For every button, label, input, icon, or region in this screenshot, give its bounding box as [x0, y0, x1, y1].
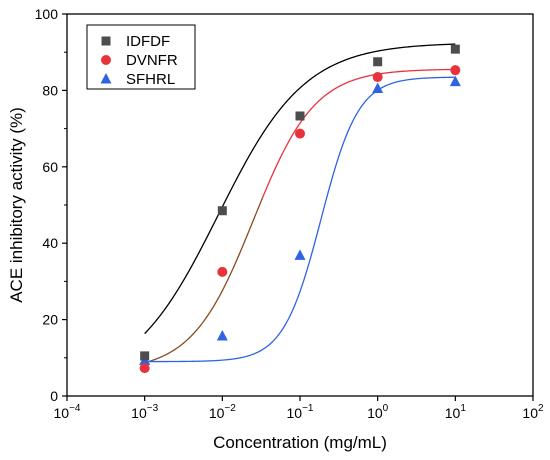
x-tick-label-exponent: −3 [147, 403, 159, 414]
data-point-dvnfr [217, 266, 228, 277]
x-tick-label-exponent: 2 [538, 403, 544, 414]
x-tick-label: 10−1 [287, 403, 314, 421]
fit-curve-dvnfr [262, 68, 456, 198]
x-tick-label-exponent: −4 [69, 403, 81, 414]
legend-marker-sfhrl [100, 73, 112, 84]
x-tick-label: 10−2 [209, 403, 236, 421]
legend-marker-idfdf [101, 36, 111, 46]
x-axis-title: Concentration (mg/mL) [213, 433, 387, 452]
legend-label-idfdf: IDFDF [126, 33, 170, 50]
legend: IDFDF DVNFR SFHRL [86, 24, 196, 90]
data-point-idfdf [295, 111, 305, 121]
y-axis-title: ACE inhibitory activity (%) [7, 107, 26, 303]
data-point-sfhrl [449, 75, 461, 87]
data-point-sfhrl [216, 330, 228, 341]
legend-label-dvnfr: DVNFR [126, 52, 178, 69]
y-tick-label: 40 [42, 235, 58, 251]
fit-curve-sfhrl [144, 76, 456, 363]
y-tick-label: 60 [42, 159, 58, 175]
x-tick-label-exponent: −2 [224, 403, 236, 414]
data-point-sfhrl [372, 82, 384, 93]
data-points [139, 44, 461, 374]
fit-curve-dvnfr-low [144, 197, 264, 364]
x-tick-label: 100 [367, 403, 389, 421]
x-tick-label: 102 [522, 403, 544, 421]
x-tick-label: 10−4 [54, 403, 81, 421]
legend-label-sfhrl: SFHRL [126, 71, 175, 88]
x-tick-label-base: 10 [54, 405, 70, 421]
data-point-idfdf [140, 351, 150, 361]
x-tick-label-base: 10 [522, 405, 538, 421]
fit-curves [144, 43, 456, 364]
legend-marker-dvnfr [101, 55, 111, 65]
data-point-dvnfr [139, 363, 150, 374]
x-tick-label-exponent: −1 [302, 403, 314, 414]
x-tick-label-base: 10 [287, 405, 303, 421]
data-point-dvnfr [295, 128, 305, 139]
y-tick-label: 20 [42, 312, 58, 328]
data-point-idfdf [217, 206, 227, 216]
x-tick-label: 101 [445, 403, 467, 421]
y-tick-label: 100 [35, 6, 59, 22]
x-tick-label-exponent: 1 [460, 403, 466, 414]
x-tick-label-base: 10 [131, 405, 147, 421]
x-tick-label-exponent: 0 [383, 403, 389, 414]
data-point-idfdf [450, 44, 460, 54]
data-point-dvnfr [372, 72, 383, 83]
x-tick-label: 10−3 [131, 403, 158, 421]
x-tick-label-base: 10 [209, 405, 225, 421]
data-point-sfhrl [294, 249, 306, 260]
fit-curve-idfdf [144, 43, 456, 335]
data-point-idfdf [373, 57, 383, 67]
y-tick-label: 80 [42, 82, 58, 98]
x-tick-label-base: 10 [445, 405, 461, 421]
y-tick-label: 0 [50, 388, 58, 404]
x-tick-label-base: 10 [367, 405, 383, 421]
data-point-dvnfr [450, 65, 461, 76]
